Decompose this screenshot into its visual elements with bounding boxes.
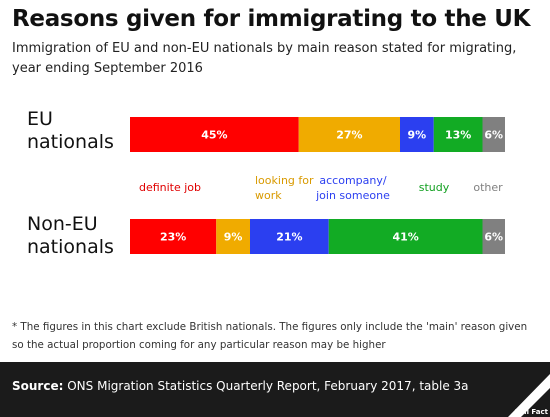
data-label-eu-5: 6% <box>484 129 503 142</box>
data-label-noneu-4: 41% <box>392 231 418 244</box>
legend-item-2-line-1: looking for <box>255 174 314 187</box>
data-label-noneu-5: 6% <box>484 231 503 244</box>
bar-segment-noneu-2 <box>216 219 250 254</box>
data-label-noneu-1: 23% <box>160 231 186 244</box>
data-label-eu-1: 45% <box>201 129 227 142</box>
bar-segment-noneu-5 <box>482 219 505 254</box>
bar-segment-noneu-4 <box>328 219 483 254</box>
bar-segment-noneu-3 <box>250 219 329 254</box>
data-label-eu-2: 27% <box>336 129 362 142</box>
legend-item-5-line-1: other <box>473 181 503 194</box>
data-label-noneu-2: 9% <box>224 231 243 244</box>
chart-title: Reasons given for immigrating to the UK <box>12 6 531 32</box>
row-label-eu-line1: EU <box>27 108 53 130</box>
legend-item-4-line-1: study <box>419 181 450 194</box>
footnote: * The figures in this chart exclude Brit… <box>12 321 528 351</box>
bar-segment-eu-4 <box>433 117 483 152</box>
legend-item-1-line-1: definite job <box>139 181 201 194</box>
bar-segment-eu-5 <box>482 117 505 152</box>
row-label-eu: EU nationals <box>27 108 127 154</box>
legend-item-3-line-2: join someone <box>315 189 390 202</box>
source-text: Source: ONS Migration Statistics Quarter… <box>12 379 469 393</box>
row-label-noneu: Non-EU nationals <box>27 213 127 259</box>
bar-segment-noneu-1 <box>130 219 217 254</box>
source-footer: Source: ONS Migration Statistics Quarter… <box>0 362 550 417</box>
logo-text: Full Fact <box>514 408 548 416</box>
legend-item-2-line-2: work <box>255 189 282 202</box>
data-label-eu-4: 13% <box>445 129 471 142</box>
bar-segment-eu-2 <box>298 117 400 152</box>
row-label-noneu-line2: nationals <box>27 236 114 258</box>
source-value: ONS Migration Statistics Quarterly Repor… <box>67 379 469 393</box>
data-label-eu-3: 9% <box>408 129 427 142</box>
full-fact-logo-icon <box>508 374 550 417</box>
bar-segment-eu-1 <box>130 117 299 152</box>
bar-segment-eu-3 <box>400 117 434 152</box>
row-label-eu-line2: nationals <box>27 131 114 153</box>
legend-item-3-line-1: accompany/ <box>319 174 386 187</box>
source-label: Source: <box>12 379 64 393</box>
chart-subtitle: Immigration of EU and non-EU nationals b… <box>12 41 517 76</box>
data-label-noneu-3: 21% <box>276 231 302 244</box>
stacked-bar-chart: 45% 27% 9% 13% 6% 23% 9% 21% 41% 6% definite job lo… <box>130 117 505 254</box>
row-label-noneu-line1: Non-EU <box>27 213 98 235</box>
